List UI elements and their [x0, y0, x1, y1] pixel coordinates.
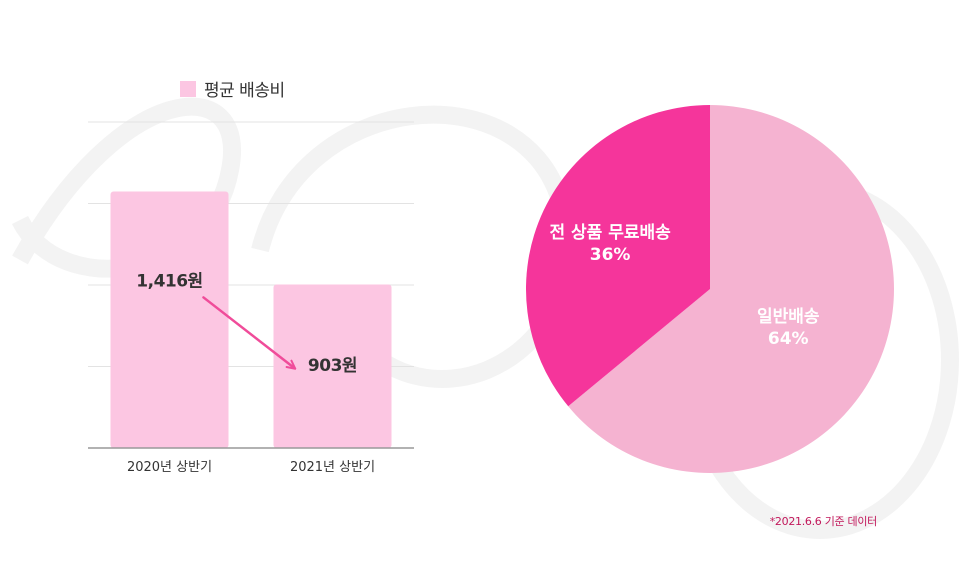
legend-label: 평균 배송비 [204, 81, 285, 101]
x-tick-label: 2020년 상반기 [127, 460, 212, 475]
legend-swatch [180, 81, 196, 97]
legend: 평균 배송비 [180, 81, 285, 101]
bar [273, 284, 392, 448]
x-tick-label: 2021년 상반기 [290, 460, 375, 475]
pie-slice [568, 105, 895, 474]
pie-slice-value: 36% [590, 245, 631, 265]
bar-chart: 평균 배송비 1,416원 903원 2020년 상반기 2021년 상반기 [88, 81, 414, 475]
data-label: 903원 [308, 356, 357, 376]
data-label: 1,416원 [136, 271, 202, 291]
trend-arrow [202, 296, 297, 370]
value-labels: 1,416원 903원 [136, 271, 357, 376]
bars [110, 191, 392, 448]
x-axis-ticks: 2020년 상반기 2021년 상반기 [127, 460, 375, 475]
pie-slice [526, 105, 710, 407]
pie-slice-label: 전 상품 무료배송 [549, 223, 671, 243]
pie-slice-label: 일반배송 [757, 307, 820, 327]
bar [110, 191, 229, 448]
footnote: *2021.6.6 기준 데이터 [770, 515, 877, 528]
pie-slice-value: 64% [768, 329, 809, 349]
